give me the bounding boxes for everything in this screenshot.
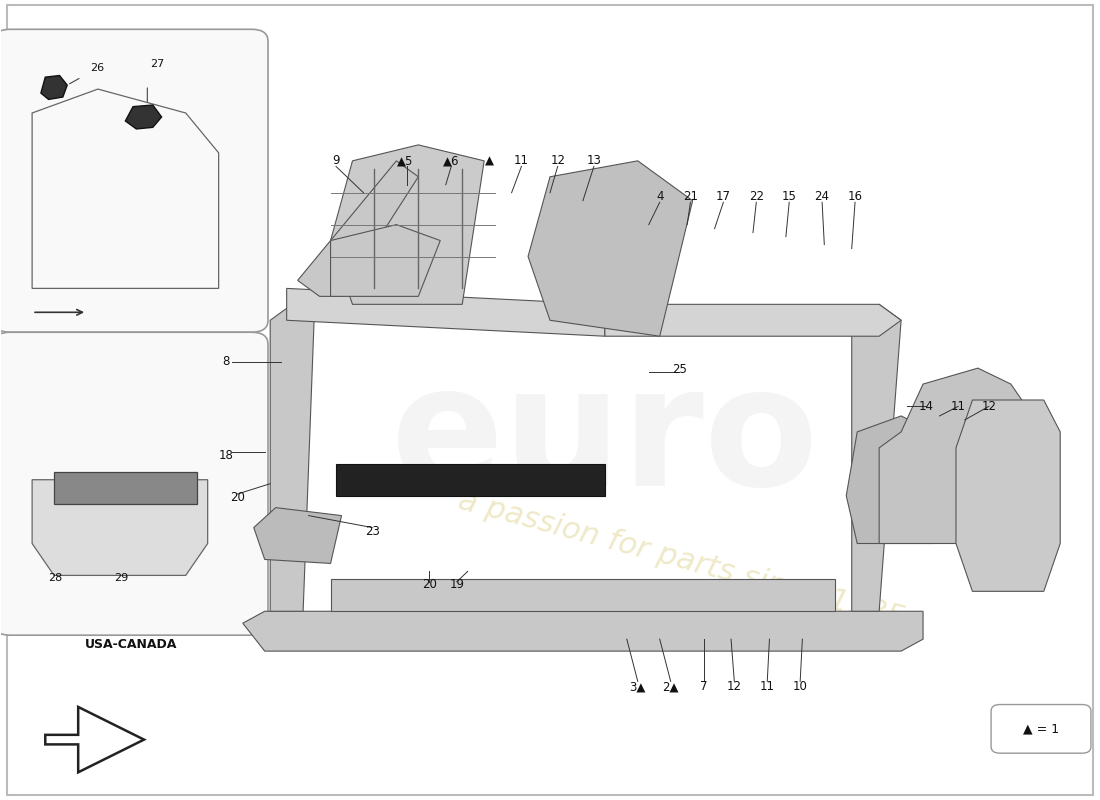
Text: 10: 10	[793, 681, 807, 694]
Text: 7: 7	[700, 681, 707, 694]
Text: 12: 12	[727, 681, 741, 694]
Text: ▲5: ▲5	[397, 154, 414, 167]
Text: 3▲: 3▲	[629, 681, 646, 694]
Text: 23: 23	[365, 525, 380, 538]
Text: 20: 20	[422, 578, 437, 591]
Text: ▲6: ▲6	[443, 154, 460, 167]
Text: 25: 25	[672, 363, 686, 376]
Text: 26: 26	[90, 63, 104, 73]
Text: 20: 20	[230, 490, 244, 504]
Polygon shape	[605, 304, 901, 336]
Polygon shape	[331, 145, 484, 304]
Text: 21: 21	[683, 190, 697, 203]
Text: USA-CANADA: USA-CANADA	[85, 638, 177, 650]
Text: ▲ = 1: ▲ = 1	[1023, 722, 1059, 735]
FancyBboxPatch shape	[991, 705, 1091, 753]
Text: 19: 19	[449, 578, 464, 591]
Text: 22: 22	[749, 190, 763, 203]
Polygon shape	[125, 105, 162, 129]
Text: 28: 28	[48, 574, 63, 583]
Polygon shape	[45, 707, 144, 772]
Text: 29: 29	[114, 574, 129, 583]
Text: ▲: ▲	[485, 154, 494, 167]
Polygon shape	[287, 288, 605, 336]
Text: 27: 27	[151, 59, 165, 69]
Text: 13: 13	[586, 154, 602, 167]
Text: 17: 17	[716, 190, 730, 203]
Polygon shape	[254, 508, 341, 563]
FancyBboxPatch shape	[0, 332, 268, 635]
Text: 12: 12	[981, 400, 997, 413]
Text: 8: 8	[222, 355, 230, 368]
Polygon shape	[879, 368, 1033, 543]
Polygon shape	[271, 304, 315, 611]
Text: 11: 11	[760, 681, 774, 694]
Polygon shape	[32, 480, 208, 575]
Text: 2▲: 2▲	[662, 681, 679, 694]
Polygon shape	[298, 161, 418, 296]
Text: 14: 14	[918, 400, 934, 413]
Text: 24: 24	[815, 190, 829, 203]
Polygon shape	[54, 472, 197, 504]
Polygon shape	[851, 304, 901, 611]
Text: 11: 11	[950, 400, 966, 413]
Text: 4: 4	[656, 190, 663, 203]
FancyBboxPatch shape	[0, 30, 268, 332]
Polygon shape	[41, 75, 67, 99]
Text: 15: 15	[782, 190, 796, 203]
Text: 16: 16	[847, 190, 862, 203]
Polygon shape	[846, 416, 956, 543]
Polygon shape	[336, 464, 605, 496]
Text: 18: 18	[219, 450, 234, 462]
Text: a passion for parts since 1985: a passion for parts since 1985	[455, 486, 909, 633]
Text: 9: 9	[332, 154, 340, 167]
Text: 11: 11	[514, 154, 529, 167]
Polygon shape	[528, 161, 693, 336]
Polygon shape	[331, 579, 835, 611]
Text: 12: 12	[550, 154, 565, 167]
Polygon shape	[331, 225, 440, 296]
Polygon shape	[956, 400, 1060, 591]
Polygon shape	[243, 611, 923, 651]
Text: euro: euro	[390, 358, 820, 522]
